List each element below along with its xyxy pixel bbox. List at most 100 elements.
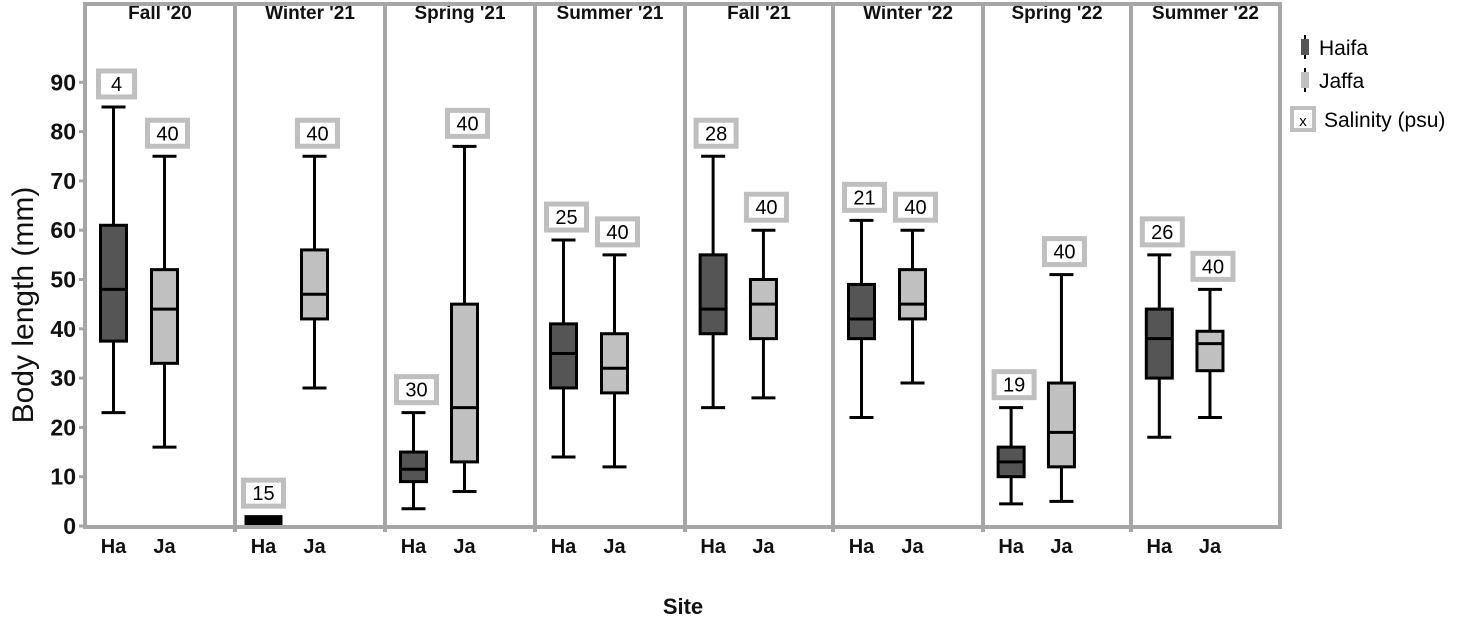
salinity-value: 40 <box>904 197 926 219</box>
haifa-box: 4 <box>96 68 137 415</box>
legend-swatch <box>1301 39 1309 55</box>
panel: Spring '21 30 Ha 40 Ja <box>394 3 506 558</box>
site-label: Ha <box>101 536 127 558</box>
site-label: Ja <box>1199 536 1222 558</box>
salinity-value: 21 <box>853 187 875 209</box>
haifa-box: 21 <box>842 181 887 420</box>
salinity-label-box <box>1041 236 1087 268</box>
iqr-box <box>549 322 578 390</box>
site-label: Ha <box>700 536 726 558</box>
panel-title: Winter '22 <box>863 3 953 24</box>
y-tick-label: 60 <box>50 217 76 243</box>
legend-salinity-box <box>1290 106 1316 132</box>
legend-label-haifa: Haifa <box>1319 37 1368 60</box>
salinity-value: 19 <box>1003 375 1025 397</box>
site-label: Ja <box>153 536 176 558</box>
site-label: Ja <box>303 536 326 558</box>
y-tick-label: 90 <box>50 69 76 95</box>
haifa-box: 28 <box>693 117 739 410</box>
salinity-value: 28 <box>705 123 727 145</box>
salinity-label-box <box>1139 216 1185 248</box>
haifa-box: 26 <box>1139 216 1185 439</box>
legend-label-jaffa: Jaffa <box>1319 70 1364 93</box>
salinity-label-box <box>595 216 640 248</box>
salinity-label-box <box>145 117 190 149</box>
legend-swatch <box>1301 72 1309 88</box>
iqr-box <box>1144 307 1174 380</box>
panel: Fall '20 4 Ha 40 Ja <box>96 3 192 558</box>
y-axis: 0 10 20 30 40 50 60 70 80 90 <box>50 69 87 539</box>
y-tick-label: 70 <box>50 168 76 194</box>
salinity-value: 4 <box>111 74 122 96</box>
site-label: Ha <box>849 536 875 558</box>
salinity-label-box <box>743 191 789 223</box>
haifa-box: 30 <box>394 374 439 511</box>
y-tick-label: 0 <box>63 513 76 539</box>
salinity-value: 40 <box>1053 242 1075 264</box>
jaffa-box: 40 <box>445 107 490 493</box>
site-label: Ja <box>901 536 924 558</box>
salinity-label-box <box>394 374 439 406</box>
iqr-box <box>450 302 479 464</box>
site-label: Ja <box>752 536 775 558</box>
haifa-box: 25 <box>544 201 589 459</box>
panel: Summer '22 26 Ha 40 Ja <box>1139 3 1259 558</box>
salinity-label-box <box>693 117 739 149</box>
y-axis-title: Body length (mm) <box>7 187 40 424</box>
salinity-value: 40 <box>156 123 178 145</box>
iqr-box <box>399 450 428 484</box>
salinity-value: 40 <box>1202 256 1224 278</box>
jaffa-box: 40 <box>295 117 340 390</box>
site-label: Ha <box>401 536 427 558</box>
salinity-value: 30 <box>405 380 427 402</box>
y-tick-label: 30 <box>50 365 76 391</box>
panel-title: Spring '21 <box>414 3 506 24</box>
iqr-box <box>150 268 179 365</box>
y-tick-label: 40 <box>50 316 76 342</box>
panel: Spring '22 19 Ha 40 Ja <box>991 3 1103 558</box>
y-tick-label: 20 <box>50 414 76 440</box>
salinity-label-box <box>1190 250 1236 282</box>
site-label: Ha <box>251 536 277 558</box>
panel-title: Winter '21 <box>265 3 355 24</box>
jaffa-box: 40 <box>595 216 640 469</box>
salinity-label-box <box>544 201 589 233</box>
salinity-label-box <box>842 181 887 213</box>
site-label: Ja <box>1050 536 1073 558</box>
panel-title: Spring '22 <box>1011 3 1102 24</box>
y-tick-label: 50 <box>50 267 76 293</box>
salinity-label-box <box>445 107 490 139</box>
panel-title: Summer '22 <box>1152 3 1259 24</box>
salinity-label-box <box>893 191 938 223</box>
panel: Winter '22 21 Ha 40 Ja <box>842 3 953 558</box>
jaffa-box: 40 <box>743 191 789 400</box>
salinity-value: 15 <box>252 483 274 505</box>
salinity-label-box <box>241 477 286 509</box>
jaffa-box: 40 <box>1190 250 1236 420</box>
legend-x-icon: x <box>1299 113 1307 130</box>
panel: Winter '21 15 Ha 40 Ja <box>241 3 355 558</box>
legend-label-salinity: Salinity (psu) <box>1324 109 1445 132</box>
site-label: Ja <box>603 536 626 558</box>
collapsed-box <box>244 515 283 526</box>
site-label: Ha <box>1147 536 1173 558</box>
iqr-box <box>1046 381 1076 469</box>
y-tick-label: 10 <box>50 464 76 490</box>
jaffa-box: 40 <box>145 117 190 449</box>
iqr-box <box>99 223 128 343</box>
iqr-box <box>600 332 629 395</box>
iqr-box <box>698 253 728 336</box>
salinity-label-box <box>295 117 340 149</box>
iqr-box <box>300 248 329 321</box>
jaffa-box: 40 <box>1041 236 1087 503</box>
y-tick-label: 80 <box>50 119 76 145</box>
site-label: Ja <box>453 536 476 558</box>
haifa-box: 15 <box>241 477 286 526</box>
salinity-label-box <box>96 68 137 100</box>
jaffa-box: 40 <box>893 191 938 385</box>
salinity-value: 40 <box>456 113 478 135</box>
legend: Haifa Jaffa x Salinity (psu) <box>1290 35 1445 132</box>
x-axis-title: Site <box>663 594 703 617</box>
salinity-value: 25 <box>555 207 577 229</box>
